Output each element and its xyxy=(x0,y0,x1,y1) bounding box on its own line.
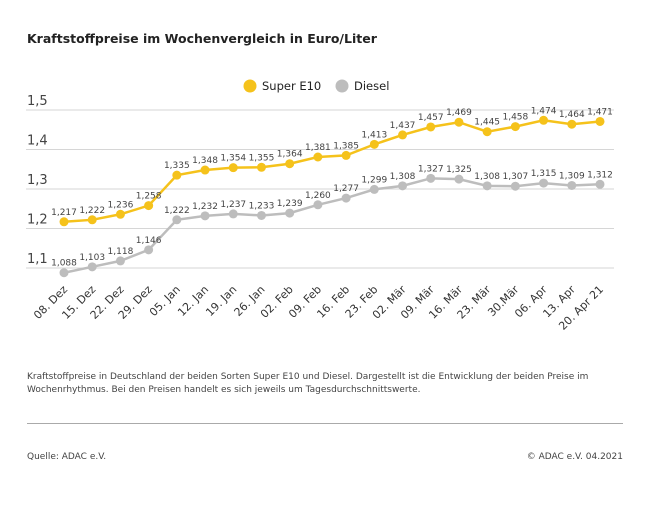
data-label: 1,217 xyxy=(51,208,77,218)
data-point xyxy=(369,184,379,194)
data-label: 1,437 xyxy=(390,121,416,131)
data-point xyxy=(398,130,408,140)
data-point xyxy=(426,122,436,132)
data-point xyxy=(172,215,182,225)
data-label: 1,457 xyxy=(418,113,444,123)
data-label: 1,308 xyxy=(390,172,416,182)
data-label: 1,474 xyxy=(531,106,557,116)
data-label: 1,469 xyxy=(446,108,472,118)
data-point xyxy=(115,209,125,219)
data-label: 1,335 xyxy=(164,161,190,171)
data-point xyxy=(398,181,408,191)
data-point xyxy=(285,208,295,218)
data-label: 1,088 xyxy=(51,259,77,269)
data-point xyxy=(87,262,97,272)
data-point xyxy=(228,209,238,219)
data-label: 1,413 xyxy=(361,130,387,140)
data-point xyxy=(567,119,577,129)
data-label: 1,309 xyxy=(559,171,585,181)
copyright-text: © ADAC e.V. 04.2021 xyxy=(526,452,623,462)
data-label: 1,355 xyxy=(249,153,275,163)
data-label: 1,233 xyxy=(249,201,275,211)
data-point xyxy=(341,193,351,203)
data-label: 1,146 xyxy=(136,236,162,246)
data-label: 1,312 xyxy=(587,170,613,180)
data-label: 1,381 xyxy=(305,143,331,153)
data-point xyxy=(200,165,210,175)
chart-title: Kraftstoffpreise im Wochenvergleich in E… xyxy=(27,31,377,46)
data-label: 1,308 xyxy=(474,172,500,182)
source-text: Quelle: ADAC e.V. xyxy=(27,452,107,462)
data-label: 1,354 xyxy=(220,154,246,164)
data-label: 1,445 xyxy=(474,118,500,128)
data-label: 1,222 xyxy=(79,206,105,216)
data-point xyxy=(144,201,154,211)
data-label: 1,327 xyxy=(418,164,444,174)
y-tick-label: 1,5 xyxy=(27,94,48,109)
data-point xyxy=(313,152,323,162)
chart-note: Kraftstoffpreise in Deutschland der beid… xyxy=(27,372,589,395)
legend-label: Super E10 xyxy=(262,79,321,93)
data-point xyxy=(595,179,605,189)
data-point xyxy=(510,181,520,191)
data-label: 1,348 xyxy=(192,156,218,166)
data-label: 1,458 xyxy=(502,113,528,123)
legend-label: Diesel xyxy=(354,79,389,93)
data-point xyxy=(341,150,351,160)
data-point xyxy=(567,180,577,190)
data-point xyxy=(539,115,549,125)
data-point xyxy=(454,117,464,127)
divider xyxy=(27,423,623,424)
data-label: 1,364 xyxy=(277,150,303,160)
data-point xyxy=(256,162,266,172)
legend-marker xyxy=(335,79,349,93)
data-label: 1,315 xyxy=(531,169,557,179)
y-tick-label: 1,3 xyxy=(27,173,48,188)
data-label: 1,232 xyxy=(192,202,218,212)
data-label: 1,307 xyxy=(502,172,528,182)
data-label: 1,236 xyxy=(108,200,134,210)
data-point xyxy=(454,174,464,184)
data-label: 1,299 xyxy=(361,175,387,185)
data-label: 1,325 xyxy=(446,165,472,175)
y-tick-label: 1,1 xyxy=(27,252,48,267)
data-point xyxy=(510,122,520,132)
data-point xyxy=(482,181,492,191)
data-label: 1,118 xyxy=(108,247,134,257)
legend-marker xyxy=(243,79,257,93)
data-label: 1,258 xyxy=(136,192,162,202)
data-point xyxy=(87,215,97,225)
data-point xyxy=(313,200,323,210)
y-tick-label: 1,2 xyxy=(27,213,48,228)
series-line xyxy=(63,177,601,274)
series-line xyxy=(63,119,601,224)
data-label: 1,471 xyxy=(587,107,613,117)
data-point xyxy=(426,173,436,183)
data-point xyxy=(59,268,69,278)
y-tick-label: 1,4 xyxy=(27,134,48,149)
data-point xyxy=(200,211,210,221)
data-label: 1,239 xyxy=(277,199,303,209)
data-point xyxy=(539,178,549,188)
data-label: 1,277 xyxy=(333,184,359,194)
data-label: 1,260 xyxy=(305,191,331,201)
data-label: 1,222 xyxy=(164,206,190,216)
data-label: 1,237 xyxy=(220,200,246,210)
data-point xyxy=(369,139,379,149)
data-point xyxy=(595,116,605,126)
data-point xyxy=(144,245,154,255)
data-label: 1,464 xyxy=(559,110,585,120)
data-point xyxy=(482,127,492,137)
data-point xyxy=(115,256,125,266)
data-point xyxy=(59,217,69,227)
data-point xyxy=(285,159,295,169)
data-point xyxy=(256,210,266,220)
data-label: 1,103 xyxy=(79,253,105,263)
data-label: 1,385 xyxy=(333,141,359,151)
data-point xyxy=(172,170,182,180)
data-point xyxy=(228,163,238,173)
